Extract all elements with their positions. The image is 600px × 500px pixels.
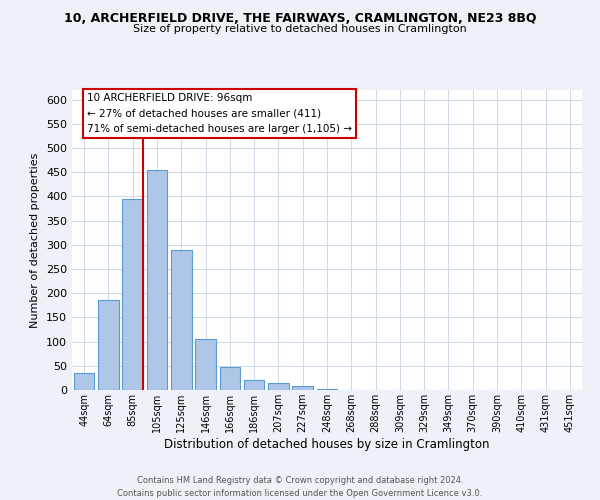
Bar <box>317 389 337 390</box>
Bar <box>244 380 265 390</box>
Bar <box>292 386 313 390</box>
Bar <box>220 367 240 390</box>
Text: Contains HM Land Registry data © Crown copyright and database right 2024.
Contai: Contains HM Land Registry data © Crown c… <box>118 476 482 498</box>
X-axis label: Distribution of detached houses by size in Cramlington: Distribution of detached houses by size … <box>164 438 490 451</box>
Bar <box>146 170 167 390</box>
Text: 10 ARCHERFIELD DRIVE: 96sqm
← 27% of detached houses are smaller (411)
71% of se: 10 ARCHERFIELD DRIVE: 96sqm ← 27% of det… <box>88 93 352 134</box>
Y-axis label: Number of detached properties: Number of detached properties <box>31 152 40 328</box>
Bar <box>195 339 216 390</box>
Bar <box>171 250 191 390</box>
Bar <box>268 382 289 390</box>
Bar <box>122 199 143 390</box>
Text: Size of property relative to detached houses in Cramlington: Size of property relative to detached ho… <box>133 24 467 34</box>
Bar <box>74 373 94 390</box>
Bar <box>98 300 119 390</box>
Text: 10, ARCHERFIELD DRIVE, THE FAIRWAYS, CRAMLINGTON, NE23 8BQ: 10, ARCHERFIELD DRIVE, THE FAIRWAYS, CRA… <box>64 12 536 26</box>
